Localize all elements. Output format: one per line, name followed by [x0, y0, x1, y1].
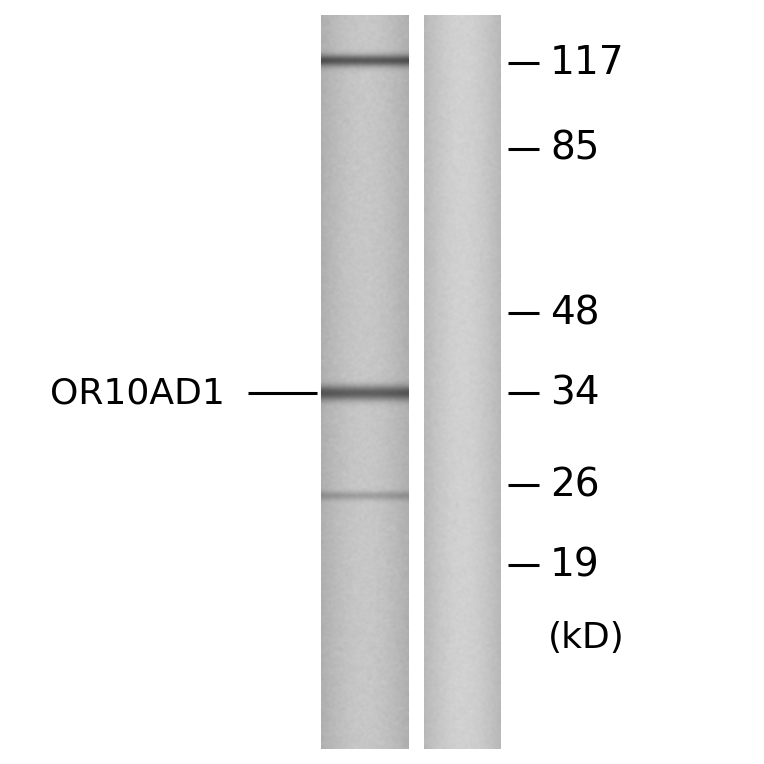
- Text: 26: 26: [550, 466, 600, 504]
- Text: 34: 34: [550, 374, 600, 413]
- Text: 48: 48: [550, 294, 600, 332]
- Text: 117: 117: [550, 44, 625, 82]
- Text: 85: 85: [550, 130, 600, 168]
- Text: (kD): (kD): [548, 621, 624, 655]
- Text: OR10AD1: OR10AD1: [50, 377, 225, 410]
- Text: 19: 19: [550, 546, 600, 584]
